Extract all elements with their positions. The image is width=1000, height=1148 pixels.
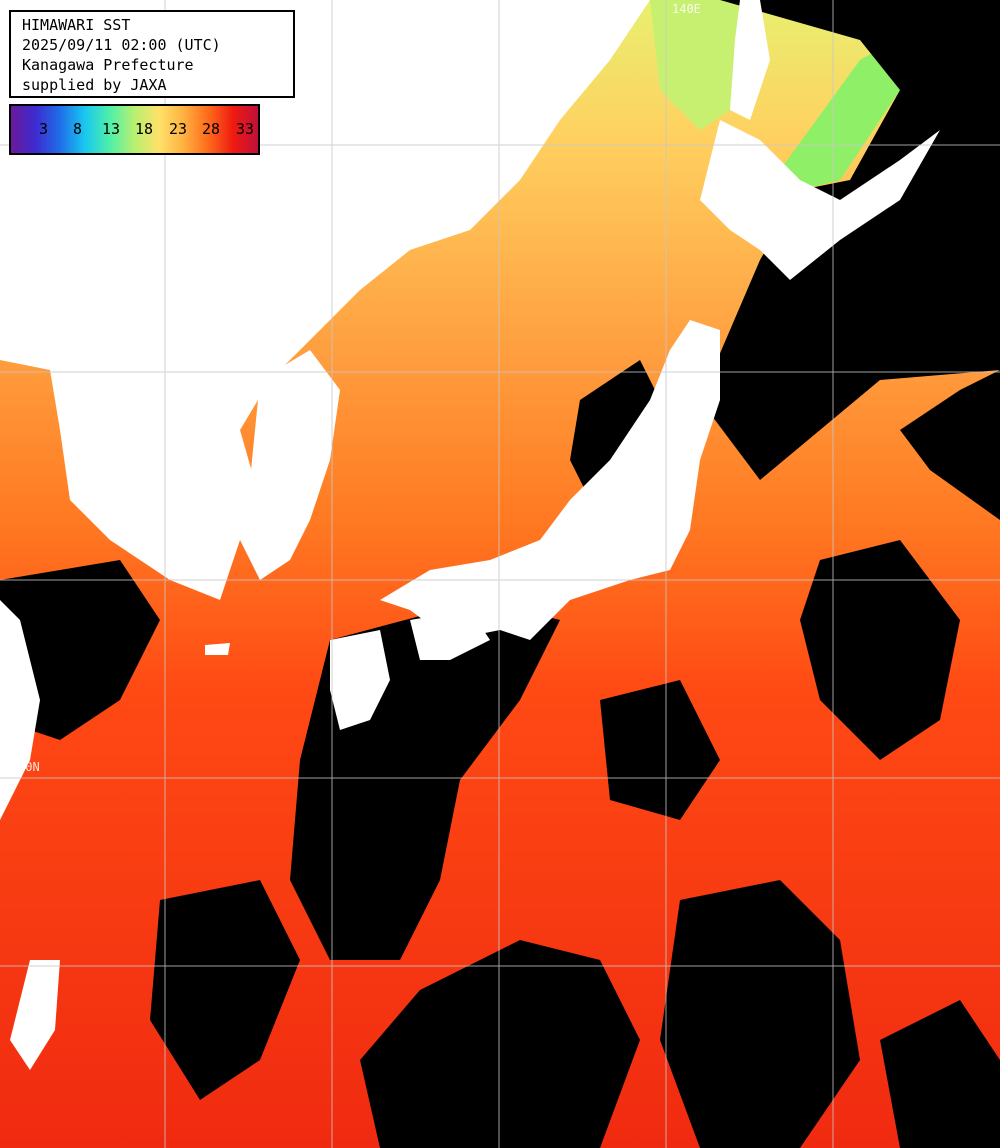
cloud-pacific-patch [600, 680, 720, 820]
temperature-colorbar: 3 8 13 18 23 28 33 [9, 104, 260, 155]
okhotsk-cold-water [780, 40, 900, 190]
land-taiwan [10, 960, 60, 1070]
cloud-east-mid [900, 370, 1000, 520]
colorbar-ticks: 3 8 13 18 23 28 33 [11, 120, 258, 140]
colorbar-tick-28: 28 [202, 120, 221, 138]
land-hokkaido [700, 120, 940, 280]
northern-sea-strip [650, 0, 745, 130]
cloud-east-pacific [800, 540, 960, 760]
colorbar-tick-23: 23 [169, 120, 188, 138]
cloud-west-china [0, 560, 160, 740]
lat-label-30n: 30N [18, 760, 40, 774]
lon-label-140e: 140E [672, 2, 701, 16]
land-china-coast [0, 600, 40, 820]
cloud-far-south [880, 1000, 1000, 1148]
product-title: HIMAWARI SST [22, 16, 131, 34]
land-kyushu [330, 630, 390, 730]
observation-timestamp: 2025/09/11 02:00 (UTC) [22, 36, 221, 54]
colorbar-tick-13: 13 [102, 120, 121, 138]
land-sakhalin [730, 0, 770, 120]
colorbar-tick-33: 33 [236, 120, 255, 138]
land-korea [240, 350, 340, 580]
cloud-southwest [150, 880, 300, 1100]
region-name: Kanagawa Prefecture [22, 56, 194, 74]
cloud-east-top [700, 0, 1000, 480]
cloud-south-center [360, 940, 640, 1148]
land-honshu [380, 320, 720, 640]
data-provider: supplied by JAXA [22, 76, 167, 94]
colorbar-tick-8: 8 [73, 120, 83, 138]
lat-label-40n: 40N [18, 352, 40, 366]
cloud-south-east [660, 880, 860, 1148]
land-shikoku [410, 610, 490, 660]
colorbar-tick-18: 18 [135, 120, 154, 138]
colorbar-tick-3: 3 [39, 120, 49, 138]
land-jeju [205, 643, 230, 655]
map-info-box: HIMAWARI SST 2025/09/11 02:00 (UTC) Kana… [9, 10, 295, 98]
